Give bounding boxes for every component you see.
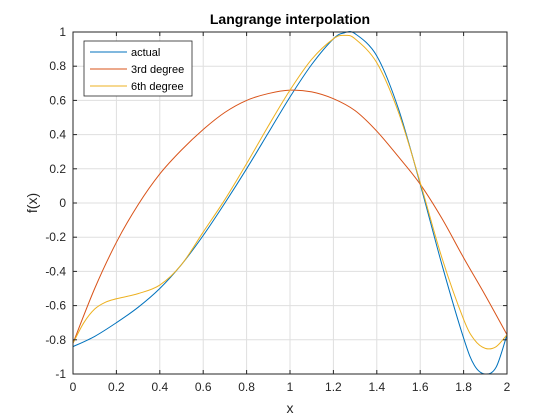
y-tick-label: 0.6 <box>49 93 66 107</box>
x-tick-label: 1 <box>287 380 294 394</box>
x-tick-label: 1.4 <box>368 380 385 394</box>
y-tick-label: 0.4 <box>49 128 66 142</box>
y-tick-label: -0.4 <box>45 264 66 278</box>
x-tick-label: 1.6 <box>412 380 429 394</box>
x-tick-label: 0.4 <box>151 380 168 394</box>
y-axis-label: f(x) <box>24 193 40 213</box>
y-tick-label: 0.8 <box>49 59 66 73</box>
x-tick-label: 0 <box>70 380 77 394</box>
x-tick-label: 2 <box>504 380 511 394</box>
y-tick-labels: -1 -0.8 -0.6 -0.4 -0.2 0 0.2 0.4 0.6 0.8 1 <box>45 25 66 381</box>
legend: actual 3rd degree 6th degree <box>83 40 193 97</box>
x-tick-labels: 0 0.2 0.4 0.6 0.8 1 1.2 1.4 1.6 1.8 2 <box>70 380 511 394</box>
x-tick-label: 1.2 <box>325 380 342 394</box>
y-tick-label: -0.2 <box>45 230 66 244</box>
x-tick-label: 1.8 <box>455 380 472 394</box>
x-tick-label: 0.6 <box>195 380 212 394</box>
series-line-actual <box>72 31 508 375</box>
chart-title: Langrange interpolation <box>210 11 370 27</box>
legend-label-actual: actual <box>131 47 160 59</box>
y-tick-label: 0 <box>59 196 66 210</box>
legend-label-3rd-degree: 3rd degree <box>131 64 184 76</box>
x-axis-label: x <box>287 400 294 416</box>
y-tick-label: -1 <box>55 367 66 381</box>
y-tick-label: -0.6 <box>45 299 66 313</box>
x-tick-label: 0.2 <box>108 380 125 394</box>
y-tick-label: 0.2 <box>49 162 66 176</box>
series-line-6th-degree <box>72 34 508 350</box>
ticks <box>72 31 508 375</box>
y-tick-label: 1 <box>59 25 66 39</box>
legend-label-6th-degree: 6th degree <box>131 81 184 93</box>
y-tick-label: -0.8 <box>45 333 66 347</box>
series-layer <box>72 31 508 375</box>
x-tick-label: 0.8 <box>238 380 255 394</box>
